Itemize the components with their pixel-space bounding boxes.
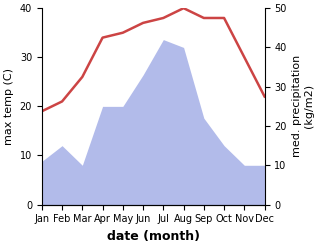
X-axis label: date (month): date (month) [107,230,200,243]
Y-axis label: max temp (C): max temp (C) [4,68,14,145]
Y-axis label: med. precipitation
(kg/m2): med. precipitation (kg/m2) [292,55,314,158]
